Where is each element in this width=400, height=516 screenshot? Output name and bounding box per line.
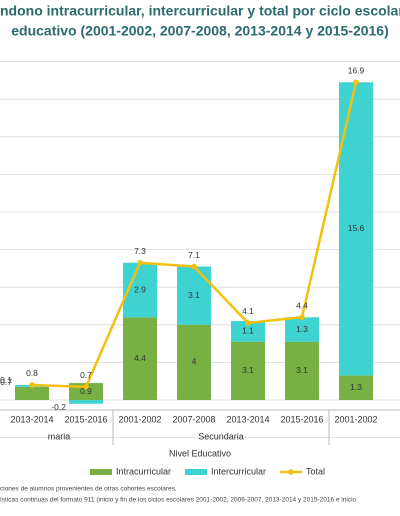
- footnote: ísticas continuas del formato 911 (inici…: [0, 497, 357, 504]
- bar-segment: [285, 341, 319, 400]
- x-tick-label: 2015-2016: [280, 414, 323, 424]
- value-label: 4.1: [242, 306, 254, 316]
- x-tick-label: 2001-2002: [334, 414, 377, 424]
- value-label: 7.1: [188, 250, 200, 260]
- bar-segment: [177, 324, 211, 400]
- legend-swatch: [288, 469, 294, 475]
- x-tick-label: 2013-2014: [226, 414, 269, 424]
- value-label: 1.3: [296, 324, 308, 334]
- legend-label: Intracurricular: [116, 466, 171, 476]
- value-label: 0.8: [26, 368, 38, 378]
- bar-segment: [339, 375, 373, 400]
- value-label: 2.9: [134, 284, 146, 294]
- bar-segment: [231, 321, 265, 342]
- x-axis-title: Nivel Educativo: [169, 448, 231, 458]
- line-marker: [245, 320, 251, 326]
- value-label: 0.1: [0, 375, 12, 385]
- value-label: 0.9: [80, 386, 92, 396]
- chart-title: ndono intracurricular, intercurricular y…: [0, 3, 400, 19]
- value-label: 4: [192, 357, 197, 367]
- line-marker: [191, 263, 197, 270]
- value-label: 0.7: [0, 377, 12, 387]
- legend-swatch: [90, 469, 112, 475]
- line-marker: [29, 382, 35, 388]
- bar-segment: [15, 386, 49, 400]
- value-label: 4.4: [296, 301, 308, 311]
- bar-segment: [231, 341, 265, 400]
- legend-swatch: [185, 469, 207, 475]
- value-label: 1.1: [242, 326, 254, 336]
- value-label: 15.6: [348, 223, 365, 233]
- value-label: 16.9: [348, 66, 365, 76]
- footnote: ciones de alumnos provenientes de otras …: [0, 486, 177, 493]
- value-label: 0.7: [80, 370, 92, 380]
- line-marker: [83, 384, 89, 390]
- bar-segment: [69, 400, 103, 404]
- line-marker: [137, 259, 143, 266]
- legend-label: Total: [306, 466, 325, 476]
- value-label: 3.1: [242, 365, 254, 375]
- value-label: 3.1: [296, 365, 308, 375]
- line-marker: [299, 314, 305, 321]
- x-tick-label: 2013-2014: [10, 414, 53, 424]
- value-label: 1.3: [350, 382, 362, 392]
- group-label: Secundaria: [198, 431, 244, 441]
- bar-segment: [285, 317, 319, 342]
- value-label: 4.4: [134, 353, 146, 363]
- line-marker: [353, 79, 359, 86]
- x-tick-label: 2007-2008: [172, 414, 215, 424]
- bar-segment: [123, 317, 157, 400]
- x-tick-label: 2015-2016: [64, 414, 107, 424]
- value-label: -0.2: [51, 402, 66, 412]
- legend-label: Intercurricular: [211, 466, 266, 476]
- value-label: 7.3: [134, 246, 146, 256]
- bar-segment: [177, 266, 211, 325]
- value-label: 3.1: [188, 290, 200, 300]
- chart-title: educativo (2001-2002, 2007-2008, 2013-20…: [11, 23, 389, 39]
- group-label: maria: [48, 431, 71, 441]
- x-tick-label: 2001-2002: [118, 414, 161, 424]
